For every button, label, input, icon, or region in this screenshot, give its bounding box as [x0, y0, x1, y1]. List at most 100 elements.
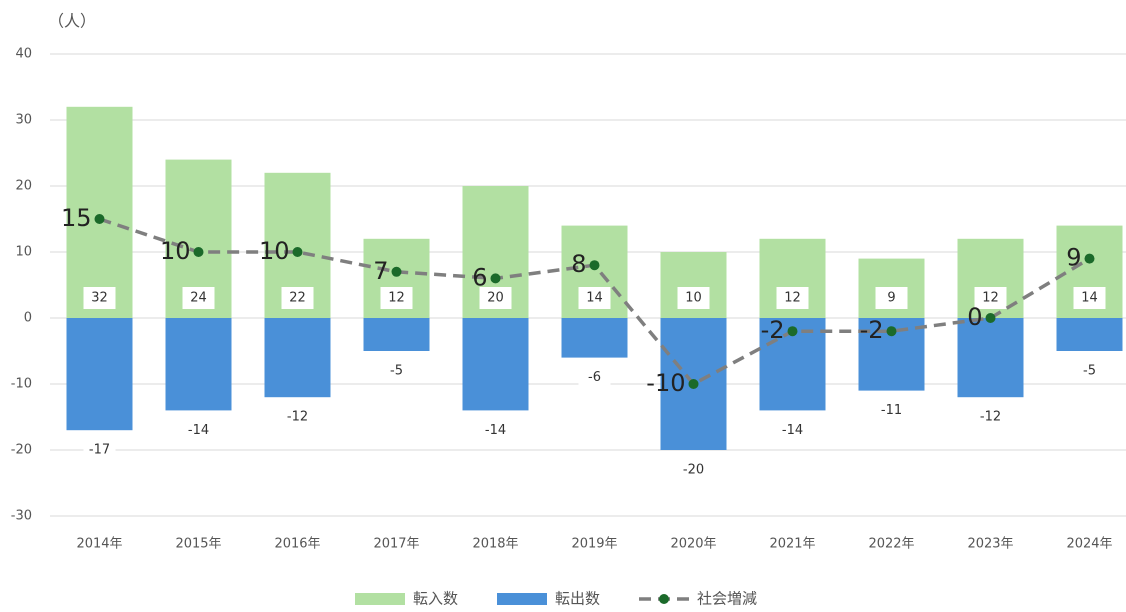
- value-label: -5: [1083, 364, 1096, 379]
- value-label: 32: [91, 291, 108, 306]
- value-label-box: [875, 399, 908, 422]
- marker: [688, 379, 699, 389]
- line-label: -10: [646, 369, 685, 397]
- x-tick-label: 2024年: [1066, 537, 1112, 552]
- value-label-box: [479, 287, 512, 309]
- value-label: 14: [586, 291, 603, 306]
- legend-label: 転入数: [413, 590, 458, 608]
- line-label: 15: [61, 204, 92, 232]
- legend-item: 転出数: [497, 590, 600, 608]
- value-label: 10: [685, 291, 702, 306]
- y-tick-label: -30: [11, 509, 32, 524]
- line-label: 8: [571, 250, 586, 278]
- value-label: -14: [188, 423, 209, 438]
- value-label-box: [1073, 287, 1106, 309]
- value-label-box: [974, 287, 1007, 309]
- value-label-box: [677, 287, 710, 309]
- x-tick-label: 2014年: [76, 537, 122, 552]
- value-label-box: [677, 459, 710, 481]
- value-label: -12: [980, 410, 1001, 425]
- bar: [957, 318, 1024, 398]
- x-tick-label: 2017年: [373, 537, 419, 552]
- y-tick-label: 10: [15, 245, 32, 260]
- value-label-box: [281, 406, 314, 429]
- legend-swatch: [497, 593, 547, 605]
- value-label: -14: [782, 423, 803, 438]
- y-tick-label: 0: [24, 311, 32, 326]
- marker: [886, 326, 897, 337]
- marker: [490, 273, 501, 284]
- y-tick-label: -20: [11, 443, 32, 458]
- marker: [1084, 253, 1095, 264]
- legend-item: 社会増減: [639, 590, 757, 608]
- bar: [363, 318, 430, 351]
- value-label-box: [875, 287, 908, 309]
- value-label: 12: [388, 291, 405, 306]
- marker: [985, 313, 996, 323]
- y-tick-label: 20: [15, 179, 32, 194]
- value-label-box: [776, 287, 809, 309]
- marker: [391, 266, 402, 277]
- line-label: 0: [967, 303, 982, 331]
- bar: [165, 318, 232, 411]
- value-label: 14: [1081, 291, 1098, 306]
- bar: [66, 106, 133, 318]
- y-tick-label: 40: [15, 47, 32, 62]
- value-label: 20: [487, 291, 504, 306]
- value-label-box: [776, 419, 809, 442]
- x-tick-label: 2021年: [769, 537, 815, 552]
- value-label: 9: [887, 291, 895, 306]
- x-tick-label: 2023年: [967, 537, 1013, 552]
- value-label: -12: [287, 410, 308, 425]
- value-label: 22: [289, 291, 306, 306]
- x-tick-label: 2018年: [472, 537, 518, 552]
- value-label: -17: [89, 443, 110, 458]
- value-label: -14: [485, 423, 506, 438]
- x-tick-label: 2016年: [274, 537, 320, 552]
- value-label: -6: [588, 370, 601, 385]
- line-label: 7: [373, 257, 388, 285]
- marker: [292, 247, 303, 257]
- value-label-box: [182, 287, 215, 309]
- value-label-box: [578, 287, 611, 309]
- value-label: 12: [784, 291, 801, 306]
- value-label: -5: [390, 364, 403, 379]
- value-label-box: [281, 287, 314, 309]
- value-label: 12: [982, 291, 999, 306]
- line-label: -2: [761, 316, 785, 344]
- bar: [264, 318, 331, 398]
- value-label: -11: [881, 403, 902, 418]
- legend-label: 社会増減: [697, 590, 757, 608]
- legend-item: 転入数: [355, 590, 458, 608]
- value-label: 24: [190, 291, 207, 306]
- value-label-box: [380, 360, 413, 382]
- marker: [787, 326, 798, 337]
- y-tick-label: 30: [15, 113, 32, 128]
- line-label: -2: [860, 316, 884, 344]
- legend-marker: [659, 594, 669, 604]
- marker: [193, 247, 204, 257]
- value-label-box: [83, 439, 116, 462]
- value-label-box: [479, 419, 512, 442]
- legend-swatch: [355, 593, 405, 605]
- value-label-box: [578, 366, 611, 389]
- value-label-box: [182, 419, 215, 442]
- x-tick-label: 2020年: [670, 537, 716, 552]
- marker: [589, 260, 600, 271]
- bar: [561, 318, 628, 358]
- line-label: 10: [259, 237, 290, 265]
- bar: [462, 318, 529, 411]
- x-tick-label: 2015年: [175, 537, 221, 552]
- value-label-box: [974, 406, 1007, 429]
- y-tick-label: -10: [11, 377, 32, 392]
- line-label: 9: [1066, 244, 1081, 272]
- value-label-box: [83, 287, 116, 309]
- bar: [66, 318, 133, 431]
- legend-label: 転出数: [555, 590, 600, 608]
- x-tick-label: 2019年: [571, 537, 617, 552]
- value-label-box: [1073, 360, 1106, 382]
- value-label-box: [380, 287, 413, 309]
- value-label: -20: [683, 463, 704, 478]
- line-label: 10: [160, 237, 191, 265]
